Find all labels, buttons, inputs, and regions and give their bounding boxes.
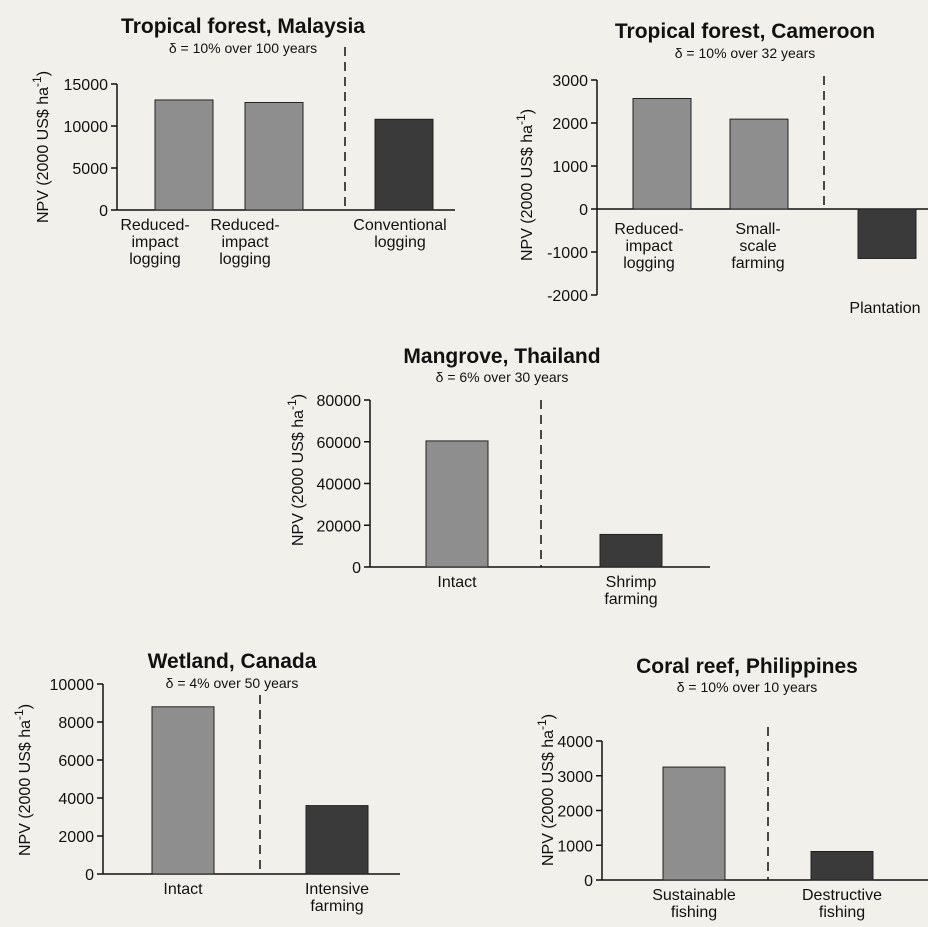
bar: [305, 805, 369, 875]
y-tick-label: 4000: [58, 791, 94, 808]
chart-title: Coral reef, Philippines: [636, 655, 858, 678]
category-label: Destructive fishing: [802, 887, 882, 921]
y-tick-label: 8000: [58, 715, 94, 732]
y-tick-label: 6000: [58, 753, 94, 770]
bar: [632, 97, 692, 210]
category-label: Intensive farming: [305, 881, 369, 915]
chart-panel-2: Tropical forest, Cameroon δ = 10% over 32…: [514, 20, 928, 317]
chart-subtitle: δ = 10% over 10 years: [677, 679, 817, 695]
y-tick-label: 0: [99, 203, 108, 220]
bar: [244, 101, 304, 211]
y-tick-label: 15000: [64, 77, 109, 94]
bar: [151, 706, 215, 875]
y-axis-label: NPV (2000 US$ ha-1): [514, 109, 536, 261]
y-axis-label: NPV (2000 US$ ha-1): [285, 394, 307, 546]
chart-title: Wetland, Canada: [148, 650, 317, 673]
chart-title: Mangrove, Thailand: [403, 345, 600, 368]
y-tick-label: 2000: [552, 116, 588, 133]
y-tick-label: 10000: [64, 119, 109, 136]
chart-subtitle: δ = 4% over 50 years: [166, 675, 299, 691]
bar: [662, 766, 726, 881]
bar: [374, 118, 434, 211]
category-label: Shrimp farming: [604, 574, 657, 608]
chart-panel-1: Tropical forest, Malaysia δ = 10% over 10…: [30, 15, 455, 268]
category-label: Intact: [163, 881, 203, 898]
y-tick-label: 0: [352, 560, 361, 577]
bar: [154, 99, 214, 211]
y-tick-label: 1000: [552, 159, 588, 176]
chart-subtitle: δ = 10% over 100 years: [169, 40, 317, 56]
y-tick-label: 4000: [557, 734, 593, 751]
chart-subtitle: δ = 10% over 32 years: [675, 45, 815, 61]
bar: [425, 440, 489, 568]
y-tick-label: 0: [579, 202, 588, 219]
y-tick-label: 60000: [317, 435, 362, 452]
category-label: Plantation: [849, 300, 920, 317]
y-axis-label: NPV (2000 US$ ha-1): [12, 704, 34, 856]
category-label: Sustainable fishing: [652, 887, 736, 921]
bar: [599, 533, 663, 568]
category-label: Small-scale farming: [731, 221, 784, 272]
y-tick-label: -1000: [547, 245, 588, 262]
y-tick-label: 20000: [317, 518, 362, 535]
category-label: Conventional logging: [353, 217, 446, 251]
y-tick-label: 0: [85, 867, 94, 884]
y-tick-label: 3000: [557, 769, 593, 786]
y-tick-label: -2000: [547, 288, 588, 305]
chart-panel-4: Wetland, Canada δ = 4% over 50 years NPV (…: [12, 650, 400, 915]
bar: [857, 208, 917, 259]
y-axis-label: NPV (2000 US$ ha-1): [535, 714, 557, 866]
category-label: Intact: [437, 574, 477, 591]
chart-title: Tropical forest, Cameroon: [615, 20, 875, 43]
y-tick-label: 5000: [72, 161, 108, 178]
y-tick-label: 0: [584, 873, 593, 890]
y-tick-label: 80000: [317, 393, 362, 410]
y-tick-label: 10000: [50, 677, 95, 694]
chart-title: Tropical forest, Malaysia: [121, 15, 365, 38]
category-label: Reduced-impact logging: [120, 217, 189, 268]
chart-subtitle: δ = 6% over 30 years: [436, 369, 569, 385]
y-tick-label: 2000: [58, 829, 94, 846]
category-label: Reduced-impact logging: [210, 217, 279, 268]
category-label: Reduced-impact logging: [614, 221, 683, 272]
y-tick-label: 3000: [552, 73, 588, 90]
y-axis-label: NPV (2000 US$ ha-1): [30, 71, 52, 223]
y-tick-label: 40000: [317, 477, 362, 494]
bar: [729, 118, 789, 210]
y-tick-label: 2000: [557, 804, 593, 821]
y-tick-label: 1000: [557, 838, 593, 855]
bar: [810, 851, 874, 881]
